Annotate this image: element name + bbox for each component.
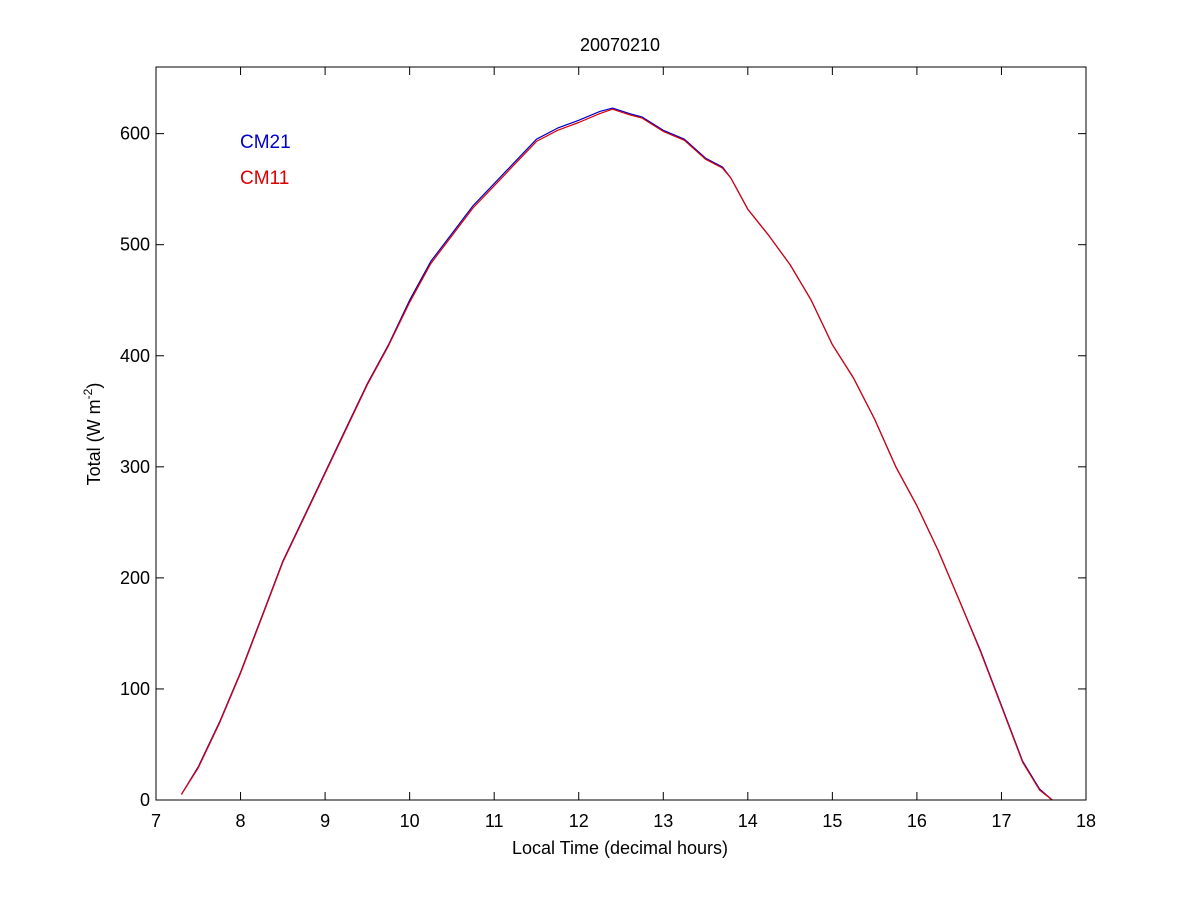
x-tick-label: 16 xyxy=(907,811,927,831)
y-axis-label-base: Total (W m xyxy=(84,399,104,485)
y-axis-label-superscript: -2 xyxy=(81,388,95,399)
legend-entry-cm21: CM21 xyxy=(240,132,291,153)
x-tick-label: 10 xyxy=(400,811,420,831)
y-tick-label: 600 xyxy=(120,124,150,144)
y-tick-label: 500 xyxy=(120,235,150,255)
x-tick-label: 14 xyxy=(738,811,758,831)
x-tick-label: 12 xyxy=(569,811,589,831)
x-tick-label: 13 xyxy=(653,811,673,831)
x-axis-label: Local Time (decimal hours) xyxy=(512,838,728,858)
series-line-cm11 xyxy=(180,108,1053,801)
y-tick-label: 300 xyxy=(120,457,150,477)
x-tick-label: 7 xyxy=(151,811,161,831)
x-tick-label: 8 xyxy=(236,811,246,831)
y-tick-label: 400 xyxy=(120,346,150,366)
legend: CM21 CM11 xyxy=(240,132,291,189)
chart-title: 20070210 xyxy=(580,35,660,55)
x-tick-label: 15 xyxy=(822,811,842,831)
y-tick-label: 100 xyxy=(120,679,150,699)
x-tick-label: 9 xyxy=(320,811,330,831)
axis-ticks: 7 8 9 10 11 12 13 14 15 16 17 18 0 100 200 300 400 500 600 xyxy=(120,67,1096,831)
y-tick-label: 200 xyxy=(120,568,150,588)
y-axis-label: Total (W m-2) xyxy=(81,383,104,486)
legend-entry-cm11: CM11 xyxy=(240,168,289,189)
y-tick-label: 0 xyxy=(140,790,150,810)
y-axis-label-close: ) xyxy=(84,383,104,389)
x-tick-label: 17 xyxy=(991,811,1011,831)
x-tick-label: 18 xyxy=(1076,811,1096,831)
x-tick-label: 11 xyxy=(485,811,504,831)
data-series xyxy=(180,107,1053,801)
plot-area-frame xyxy=(155,66,1087,801)
